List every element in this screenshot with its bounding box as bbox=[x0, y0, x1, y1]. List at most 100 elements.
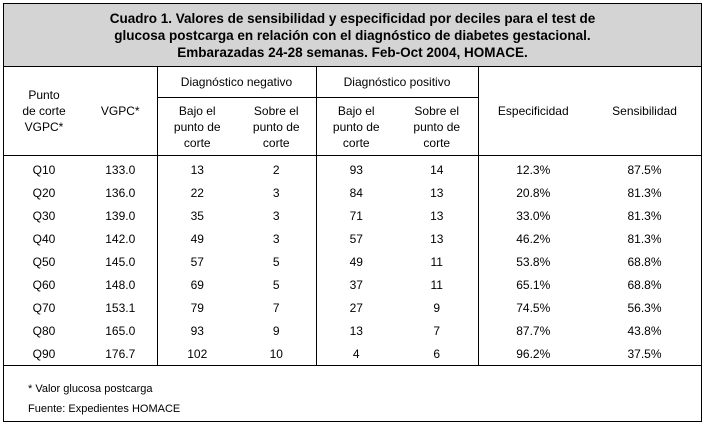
cell-sensibilidad: 56.3% bbox=[627, 300, 662, 315]
header-vgpc: VGPC* bbox=[84, 67, 157, 156]
cell-pos-bajo: 93 bbox=[315, 155, 396, 182]
note-valor-glucosa: * Valor glucosa postcarga bbox=[28, 383, 153, 395]
cell-pos-bajo: 84 bbox=[315, 181, 396, 205]
cell-pos-sobre: 7 bbox=[433, 323, 441, 338]
cell-vgpc: 133.0 bbox=[105, 163, 136, 178]
cell-neg-bajo: 102 bbox=[156, 342, 237, 367]
header-pos-bajo: Bajo el punto de corte bbox=[315, 97, 396, 156]
cell-neg-sobre: 3 bbox=[272, 209, 280, 224]
header-pos-sobre: Sobre el punto de corte bbox=[396, 97, 479, 156]
cell-pos-bajo: 57 bbox=[315, 227, 396, 251]
cell-vgpc: 148.0 bbox=[105, 277, 136, 292]
cell-pos-bajo: 4 bbox=[315, 342, 396, 367]
table-notes: * Valor glucosa postcarga Fuente: Expedi… bbox=[28, 379, 180, 419]
cell-neg-sobre: 10 bbox=[237, 342, 316, 367]
cell-vgpc: 145.0 bbox=[105, 255, 136, 269]
header-neg-bajo: Bajo el punto de corte bbox=[156, 97, 237, 156]
cell-neg-bajo: 57 bbox=[156, 250, 237, 274]
cell-neg-bajo: 13 bbox=[156, 155, 237, 182]
cell-punto: Q20 bbox=[32, 186, 56, 201]
cell-pos-sobre: 11 bbox=[430, 277, 443, 292]
cell-neg-sobre: 9 bbox=[272, 323, 280, 338]
cell-neg-bajo: 79 bbox=[156, 296, 237, 320]
table-row: Q70 153.1 79 7 27 9 74.5% 56.3% bbox=[4, 296, 701, 320]
table-row: Q10 133.0 13 2 93 14 12.3% 87.5% bbox=[4, 155, 701, 182]
cell-especificidad: 65.1% bbox=[477, 273, 589, 297]
cell-sensibilidad: 68.8% bbox=[627, 277, 662, 292]
cell-sensibilidad: 81.3% bbox=[627, 186, 662, 201]
note-fuente: Fuente: Expedientes HOMACE bbox=[28, 403, 181, 415]
cell-punto: Q70 bbox=[32, 300, 56, 315]
cell-sensibilidad: 43.8% bbox=[627, 323, 662, 338]
cell-pos-bajo: 37 bbox=[315, 273, 396, 297]
cell-especificidad: 20.8% bbox=[477, 181, 589, 205]
header-diagnostico-negativo: Diagnóstico negativo bbox=[156, 67, 316, 98]
cell-neg-bajo: 49 bbox=[156, 227, 237, 251]
cell-punto: Q80 bbox=[32, 323, 56, 338]
cell-neg-sobre: 3 bbox=[272, 232, 280, 247]
cell-vgpc: 136.0 bbox=[105, 186, 136, 201]
cell-especificidad: 87.7% bbox=[477, 319, 589, 343]
data-table: Punto de corte VGPC* VGPC* Diagnóstico n… bbox=[4, 67, 702, 367]
cell-vgpc: 142.0 bbox=[105, 232, 136, 247]
cell-especificidad: 74.5% bbox=[477, 296, 589, 320]
cell-neg-sobre: 5 bbox=[272, 255, 280, 269]
table-row: Q60 148.0 69 5 37 11 65.1% 68.8% bbox=[4, 273, 701, 297]
header-neg-sobre: Sobre el punto de corte bbox=[237, 97, 316, 156]
table-row: Q90 176.7 102 10 4 6 96.2% 37.5% bbox=[4, 342, 702, 367]
table-row: Q40 142.0 49 3 57 13 46.2% 81.3% bbox=[4, 227, 701, 251]
cell-especificidad: 12.3% bbox=[477, 155, 589, 182]
cell-punto: Q30 bbox=[32, 209, 56, 224]
cell-neg-bajo: 22 bbox=[156, 181, 237, 205]
cell-vgpc: 176.7 bbox=[84, 342, 157, 367]
cell-neg-sobre: 7 bbox=[272, 300, 280, 315]
cell-vgpc: 139.0 bbox=[105, 209, 136, 224]
cell-especificidad: 33.0% bbox=[477, 204, 589, 228]
cell-pos-bajo: 49 bbox=[315, 250, 396, 274]
cell-sensibilidad: 37.5% bbox=[588, 342, 702, 367]
cell-punto: Q10 bbox=[32, 163, 56, 178]
cell-neg-sobre: 5 bbox=[272, 277, 280, 292]
cell-punto: Q60 bbox=[32, 277, 56, 292]
cell-sensibilidad: 81.3% bbox=[627, 209, 662, 224]
cell-sensibilidad: 68.8% bbox=[627, 255, 662, 269]
cell-pos-sobre: 14 bbox=[430, 163, 444, 178]
cell-punto: Q40 bbox=[32, 232, 56, 247]
cell-pos-bajo: 13 bbox=[315, 319, 396, 343]
cell-pos-sobre: 6 bbox=[396, 342, 479, 367]
title-line-2: glucosa postcarga en relación con el dia… bbox=[114, 28, 591, 43]
cell-neg-bajo: 35 bbox=[156, 204, 237, 228]
cell-pos-sobre: 13 bbox=[430, 186, 444, 201]
title-line-1: Cuadro 1. Valores de sensibilidad y espe… bbox=[109, 11, 596, 26]
table-row: Q50 145.0 57 5 49 11 53.8% 68.8% bbox=[4, 250, 701, 274]
cell-especificidad: 96.2% bbox=[477, 342, 589, 367]
table-row: Q80 165.0 93 9 13 7 87.7% 43.8% bbox=[4, 319, 701, 343]
header-punto-de-corte: Punto de corte VGPC* bbox=[4, 67, 84, 156]
cell-pos-sobre: 9 bbox=[433, 300, 441, 315]
cell-vgpc: 153.1 bbox=[105, 300, 136, 315]
header-diagnostico-positivo: Diagnóstico positivo bbox=[315, 67, 479, 98]
table-body: Q10 133.0 13 2 93 14 12.3% 87.5% Q20 136.0 22 3 84 13… bbox=[4, 155, 702, 367]
cell-vgpc: 165.0 bbox=[105, 323, 136, 338]
cell-neg-bajo: 93 bbox=[156, 319, 237, 343]
cell-pos-sobre: 13 bbox=[430, 232, 444, 247]
cell-neg-sobre: 3 bbox=[272, 186, 280, 201]
cell-pos-sobre: 11 bbox=[430, 255, 443, 269]
cell-sensibilidad: 81.3% bbox=[627, 232, 662, 247]
header-especificidad: Especificidad bbox=[477, 67, 589, 156]
cell-especificidad: 46.2% bbox=[477, 227, 589, 251]
table-frame: Cuadro 1. Valores de sensibilidad y espe… bbox=[3, 3, 702, 422]
cell-pos-sobre: 13 bbox=[430, 209, 444, 224]
cell-especificidad: 53.8% bbox=[477, 250, 589, 274]
header-sensibilidad: Sensibilidad bbox=[588, 67, 702, 156]
cell-neg-bajo: 69 bbox=[156, 273, 237, 297]
table-title: Cuadro 1. Valores de sensibilidad y espe… bbox=[4, 4, 701, 67]
cell-punto: Q50 bbox=[32, 255, 56, 269]
cell-pos-bajo: 27 bbox=[315, 296, 396, 320]
title-line-3: Embarazadas 24-28 semanas. Feb-Oct 2004,… bbox=[177, 45, 528, 60]
table-row: Q20 136.0 22 3 84 13 20.8% 81.3% bbox=[4, 181, 701, 205]
cell-sensibilidad: 87.5% bbox=[627, 163, 662, 178]
cell-punto: Q90 bbox=[4, 342, 84, 367]
table-row: Q30 139.0 35 3 71 13 33.0% 81.3% bbox=[4, 204, 701, 228]
cell-pos-bajo: 71 bbox=[315, 204, 396, 228]
